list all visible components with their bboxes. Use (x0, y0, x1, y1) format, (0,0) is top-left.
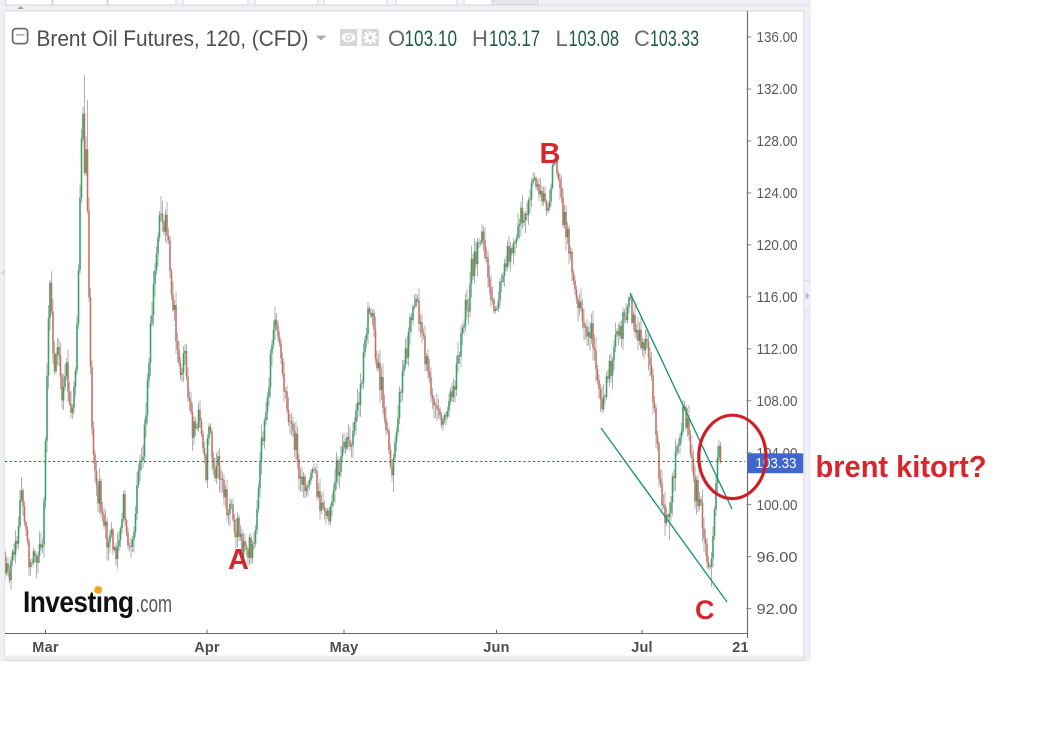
svg-text:112.00: 112.00 (757, 341, 798, 358)
svg-text:Apr: Apr (194, 640, 220, 656)
svg-text:A: A (228, 544, 249, 576)
svg-text:92.00: 92.00 (757, 601, 798, 618)
svg-text:C: C (695, 595, 715, 625)
svg-text:108.00: 108.00 (757, 393, 798, 410)
svg-text:Jul: Jul (631, 640, 653, 656)
svg-text:Investing: Investing (23, 586, 134, 619)
svg-text:103.33: 103.33 (650, 26, 699, 51)
svg-text:B: B (540, 138, 561, 170)
svg-text:May: May (330, 640, 359, 656)
svg-text:O: O (388, 26, 405, 51)
svg-text:124.00: 124.00 (757, 185, 798, 202)
svg-text:103.10: 103.10 (405, 26, 458, 51)
svg-text:103.17: 103.17 (489, 26, 540, 51)
svg-text:H: H (472, 26, 488, 51)
svg-text:132.00: 132.00 (757, 81, 798, 98)
svg-text:.com: .com (136, 591, 173, 618)
svg-text:103.08: 103.08 (569, 26, 620, 51)
svg-text:128.00: 128.00 (757, 133, 798, 150)
svg-text:21: 21 (732, 640, 749, 656)
svg-text:120.00: 120.00 (757, 237, 798, 254)
svg-text:brent kitort?: brent kitort? (816, 450, 987, 484)
svg-text:Brent Oil Futures, 120, (CFD): Brent Oil Futures, 120, (CFD) (37, 26, 309, 51)
svg-text:C: C (634, 26, 650, 51)
svg-text:L: L (556, 26, 568, 51)
svg-text:Jun: Jun (483, 640, 509, 656)
svg-text:136.00: 136.00 (757, 29, 798, 46)
svg-text:96.00: 96.00 (757, 549, 798, 566)
svg-text:100.00: 100.00 (757, 497, 798, 514)
svg-text:Mar: Mar (32, 640, 59, 656)
svg-text:116.00: 116.00 (757, 289, 798, 306)
svg-text:103.33: 103.33 (756, 455, 797, 472)
